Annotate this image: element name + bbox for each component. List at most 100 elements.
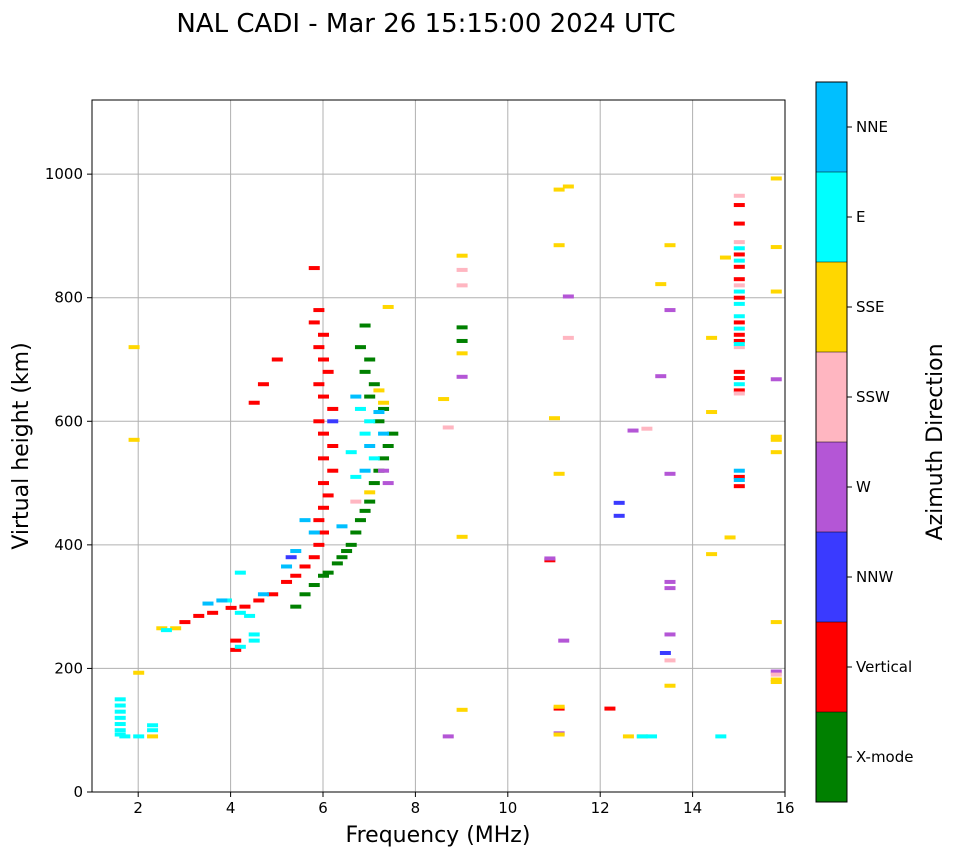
echo-point-vertical [290,573,302,578]
echo-point-w [442,734,454,739]
colorbar-swatch [816,622,847,712]
echo-point-vertical [318,530,329,535]
colorbar-swatch [816,532,847,622]
echo-point-x-mode [359,369,371,374]
echo-point-vertical [733,295,745,300]
echo-point-nnw [327,419,339,424]
colorbar-swatch [816,172,847,262]
echo-point-e [244,613,256,618]
echo-point-sse [655,282,667,287]
echo-point-x-mode [318,573,329,578]
x-axis-ticks: 2 4 6 8 10 12 14 16 [133,792,795,817]
echo-point-w [378,468,390,473]
echo-point-x-mode [354,345,366,350]
colorbar-swatch [816,442,847,532]
echo-point-ssw [733,193,745,198]
y-tick-label: 200 [54,659,83,677]
echo-point-w [562,294,574,299]
echo-point-sse [438,397,450,402]
colorbar-tick-label: SSW [856,388,890,406]
x-tick-label: 8 [411,799,421,817]
echo-point-nne [733,477,745,482]
echo-point-vertical [239,604,251,609]
echo-point-nne [336,524,348,529]
echo-point-nne [350,394,362,399]
echo-point-nnw [659,650,671,655]
echo-point-sse [706,335,718,340]
echo-point-x-mode [359,323,371,328]
echo-point-ssw [562,335,574,340]
echo-point-vertical [604,706,616,711]
echo-point-e [234,610,246,615]
echo-point-nne [202,601,214,606]
echo-point-sse [706,410,718,415]
echo-point-e [114,715,126,720]
y-tick-label: 600 [54,412,83,430]
echo-point-nne [281,564,293,569]
echo-point-vertical [322,493,334,498]
echo-point-e [733,342,745,347]
echo-point-sse [147,734,159,739]
y-tick-label: 800 [54,289,83,307]
echo-point-sse [770,680,782,685]
colorbar-tick-label: E [856,208,865,226]
echo-point-w [770,377,782,382]
echo-point-sse [553,243,565,248]
echo-point-nnw [613,500,625,505]
echo-point-w [770,669,782,674]
colorbar: X-mode Vertical NNW W SSW SSE E NNE [815,81,913,803]
colorbar-tick-label: SSE [856,298,885,316]
echo-point-ssw [456,267,468,272]
echo-point-x-mode [341,549,353,554]
echo-point-x-mode [322,570,334,575]
x-tick-label: 6 [318,799,328,817]
echo-point-vertical [733,203,745,208]
echo-point-w [456,374,468,379]
echo-point-sse [378,400,390,405]
echo-point-vertical [179,620,191,625]
echo-point-vertical [327,406,339,411]
echo-point-nne [290,549,302,554]
echo-point-sse [770,176,782,181]
echo-point-x-mode [368,382,380,387]
echo-point-w [664,308,676,313]
x-tick-label: 12 [591,799,610,817]
echo-point-x-mode [290,604,302,609]
echo-point-e [114,722,126,727]
echo-point-e [733,301,745,306]
echo-point-vertical [299,564,311,569]
echo-point-vertical [733,388,745,393]
echo-point-ssw [733,391,745,396]
echo-point-vertical [733,376,745,381]
echo-point-sse [364,490,376,495]
echo-point-ssw [664,658,676,663]
echo-point-e [733,382,745,387]
echo-point-sse [373,388,385,393]
echo-point-e [733,258,745,263]
echo-point-e [248,632,260,637]
echo-point-vertical [733,264,745,269]
echo-point-x-mode [299,592,311,597]
echo-point-e [248,638,260,643]
echo-point-nne [299,518,311,523]
echo-point-vertical [733,484,745,489]
colorbar-tick-label: NNW [856,568,893,586]
grid [92,100,786,793]
colorbar-swatch [816,712,847,802]
echo-point-nnw [285,555,297,560]
echo-point-ssw [442,425,454,430]
echo-point-nne [216,598,228,603]
echo-point-ssw [733,240,745,245]
y-tick-label: 0 [73,783,83,801]
echo-point-e [354,406,366,411]
echo-point-vertical [267,592,279,597]
echo-point-sse [770,289,782,294]
echo-point-vertical [733,369,745,374]
x-axis-label: Frequency (MHz) [346,823,531,848]
echo-point-x-mode [345,542,357,547]
x-tick-label: 14 [683,799,702,817]
echo-point-sse [770,245,782,250]
colorbar-tick-label: NNE [856,118,888,136]
echo-point-vertical [733,338,745,343]
echo-point-vertical [733,474,745,479]
